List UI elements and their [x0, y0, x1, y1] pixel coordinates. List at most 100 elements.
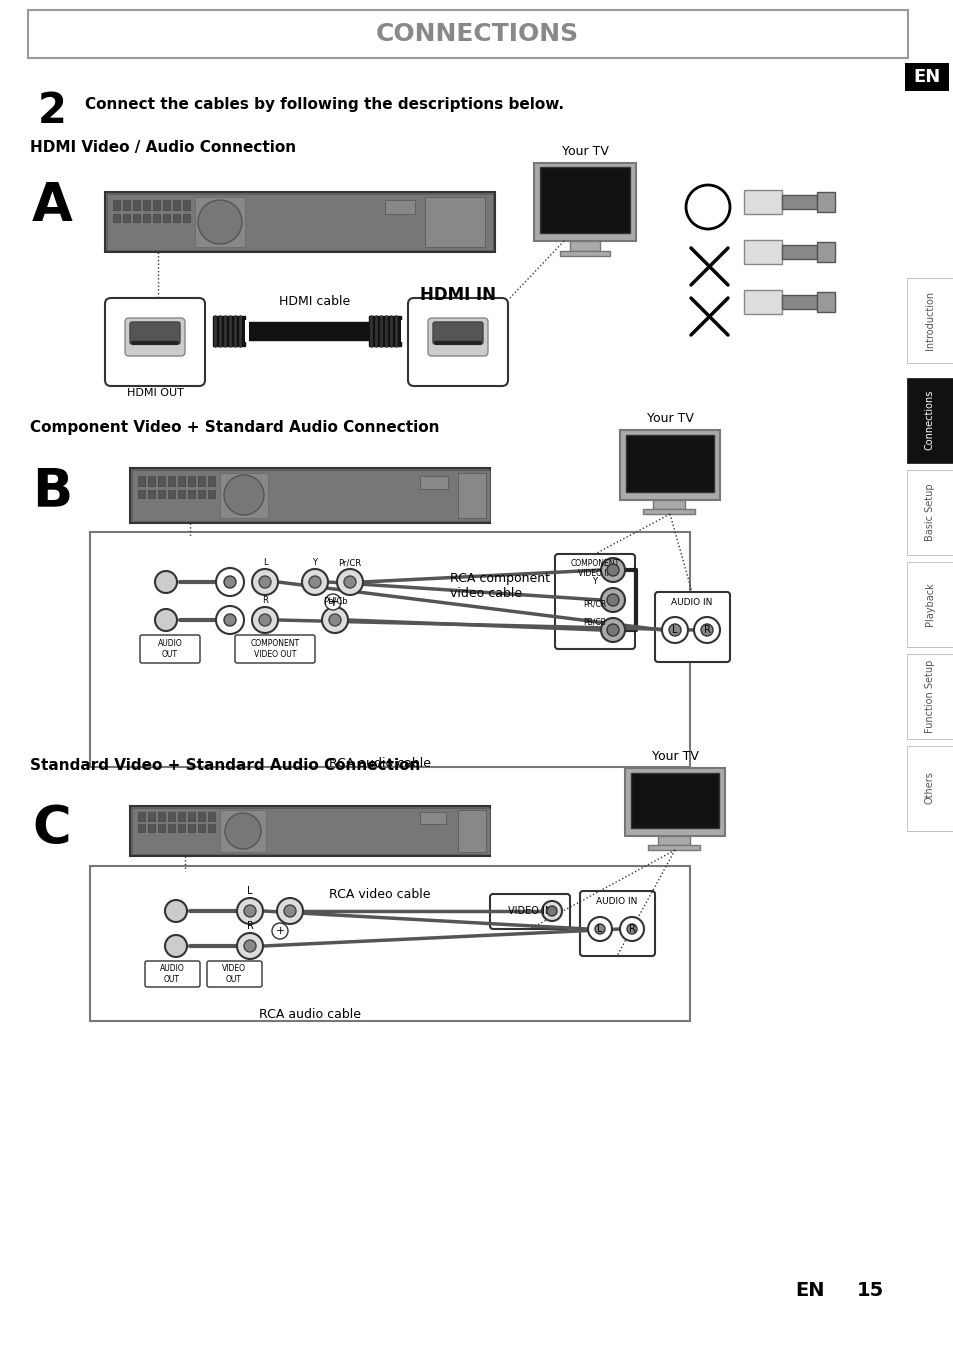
Bar [419, 811, 446, 824]
Bar [172, 200, 180, 210]
FancyBboxPatch shape [433, 322, 482, 344]
Text: Component Video + Standard Audio Connection: Component Video + Standard Audio Connect… [30, 421, 439, 435]
Bar [158, 491, 165, 497]
Bar [906, 278, 953, 363]
Bar [90, 865, 689, 1020]
Bar [400, 319, 405, 342]
Text: RCA video cable: RCA video cable [329, 888, 431, 900]
Text: Y: Y [313, 558, 317, 568]
Bar [188, 491, 194, 497]
Bar [158, 476, 165, 487]
Text: Your TV: Your TV [646, 412, 693, 425]
Bar [624, 768, 724, 836]
Bar [457, 473, 485, 518]
Text: RCA audio cable: RCA audio cable [258, 1008, 360, 1020]
FancyBboxPatch shape [207, 961, 262, 987]
Bar [178, 476, 185, 487]
Text: COMPONENT
VIDEO OUT: COMPONENT VIDEO OUT [251, 639, 299, 659]
Bar [208, 811, 214, 821]
Bar [148, 476, 154, 487]
Bar [198, 476, 205, 487]
Bar [906, 377, 953, 462]
Text: COMPONENT
VIDEO IN: COMPONENT VIDEO IN [570, 559, 618, 578]
FancyBboxPatch shape [555, 554, 635, 648]
Bar [138, 476, 145, 487]
Text: R: R [262, 596, 268, 605]
Circle shape [309, 576, 320, 588]
Circle shape [236, 898, 263, 923]
Bar [647, 845, 700, 851]
Bar [130, 806, 490, 856]
Circle shape [236, 933, 263, 958]
Bar [781, 245, 816, 259]
Bar [138, 491, 145, 497]
Circle shape [685, 185, 729, 229]
FancyBboxPatch shape [105, 298, 205, 386]
Text: 15: 15 [856, 1281, 882, 1299]
Circle shape [302, 569, 328, 594]
Bar [539, 167, 629, 233]
Bar [816, 293, 834, 311]
Circle shape [244, 905, 255, 917]
Bar [625, 435, 713, 492]
Text: 2: 2 [37, 90, 67, 132]
FancyBboxPatch shape [428, 318, 488, 356]
Bar [188, 811, 194, 821]
Bar [123, 214, 130, 222]
Circle shape [165, 936, 187, 957]
FancyBboxPatch shape [145, 961, 200, 987]
Circle shape [587, 917, 612, 941]
Bar [148, 811, 154, 821]
Bar [188, 476, 194, 487]
Bar [220, 473, 268, 518]
Bar [194, 197, 245, 247]
FancyBboxPatch shape [234, 635, 314, 663]
Bar [743, 290, 781, 314]
Text: AUDIO IN: AUDIO IN [596, 896, 637, 906]
Circle shape [541, 900, 561, 921]
Bar [208, 824, 214, 832]
Text: EN: EN [912, 67, 940, 86]
Bar [642, 510, 695, 514]
Text: PR/CR: PR/CR [583, 600, 606, 608]
Circle shape [661, 617, 687, 643]
Bar [208, 476, 214, 487]
Bar [213, 315, 245, 346]
FancyBboxPatch shape [408, 298, 507, 386]
Bar [208, 491, 214, 497]
Circle shape [244, 940, 255, 952]
Bar [90, 532, 689, 767]
Bar [178, 491, 185, 497]
Bar [385, 200, 415, 214]
Circle shape [258, 576, 271, 588]
Bar [112, 200, 120, 210]
Bar [148, 824, 154, 832]
Bar [172, 214, 180, 222]
Circle shape [600, 588, 624, 612]
Circle shape [225, 813, 261, 849]
Circle shape [329, 613, 340, 625]
Circle shape [224, 474, 264, 515]
Bar [816, 191, 834, 212]
Bar [130, 468, 490, 523]
FancyBboxPatch shape [140, 635, 200, 663]
Circle shape [224, 576, 235, 588]
Text: Standard Video + Standard Audio Connection: Standard Video + Standard Audio Connecti… [30, 758, 420, 772]
Text: Playback: Playback [924, 582, 934, 625]
Circle shape [626, 923, 637, 934]
Text: AUDIO
OUT: AUDIO OUT [157, 639, 182, 659]
Bar [906, 562, 953, 647]
Bar [419, 476, 448, 489]
Bar [781, 295, 816, 309]
Bar [168, 491, 174, 497]
Text: Basic Setup: Basic Setup [924, 483, 934, 541]
Text: Y: Y [592, 577, 597, 586]
Bar [457, 810, 485, 852]
Bar [123, 200, 130, 210]
Bar [369, 315, 400, 346]
Bar [743, 240, 781, 264]
Text: Pr/CR: Pr/CR [338, 558, 361, 568]
Text: R: R [702, 625, 710, 635]
Bar [569, 241, 599, 251]
Bar [220, 810, 266, 852]
